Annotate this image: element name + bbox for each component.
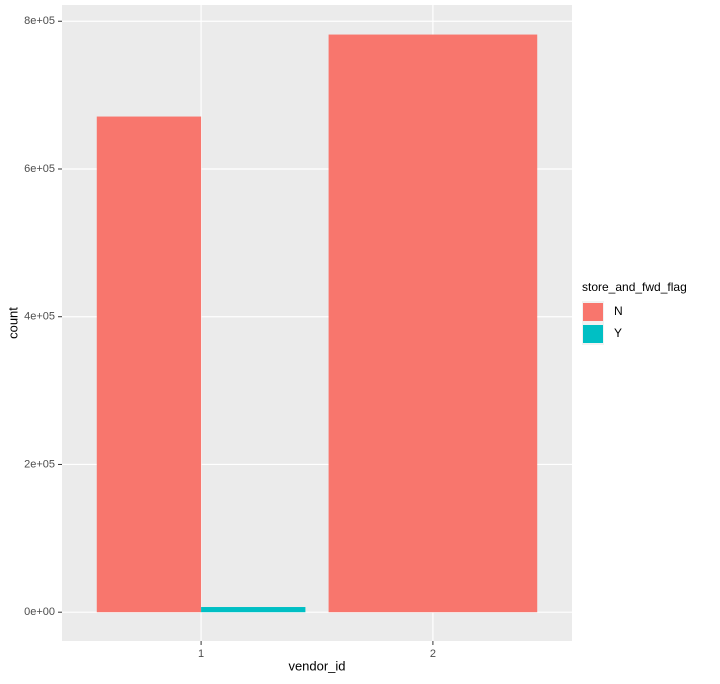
bar [96, 116, 202, 613]
y-tick-label: 4e+05 [24, 311, 55, 323]
legend-label: N [614, 304, 623, 318]
y-tick-label: 6e+05 [24, 163, 55, 175]
y-tick-label: 8e+05 [24, 15, 55, 27]
x-tick-label: 2 [430, 648, 436, 660]
y-tick-label: 0e+00 [24, 606, 55, 618]
legend-swatch [583, 325, 603, 343]
bar [201, 607, 306, 613]
x-axis-title: vendor_id [288, 658, 345, 673]
legend-title: store_and_fwd_flag [582, 280, 687, 294]
bar [328, 34, 538, 613]
legend-label: Y [614, 326, 622, 340]
legend-swatch [583, 303, 603, 321]
x-tick-label: 1 [198, 648, 204, 660]
y-axis-title: count [5, 307, 20, 339]
y-tick-label: 2e+05 [24, 458, 55, 470]
